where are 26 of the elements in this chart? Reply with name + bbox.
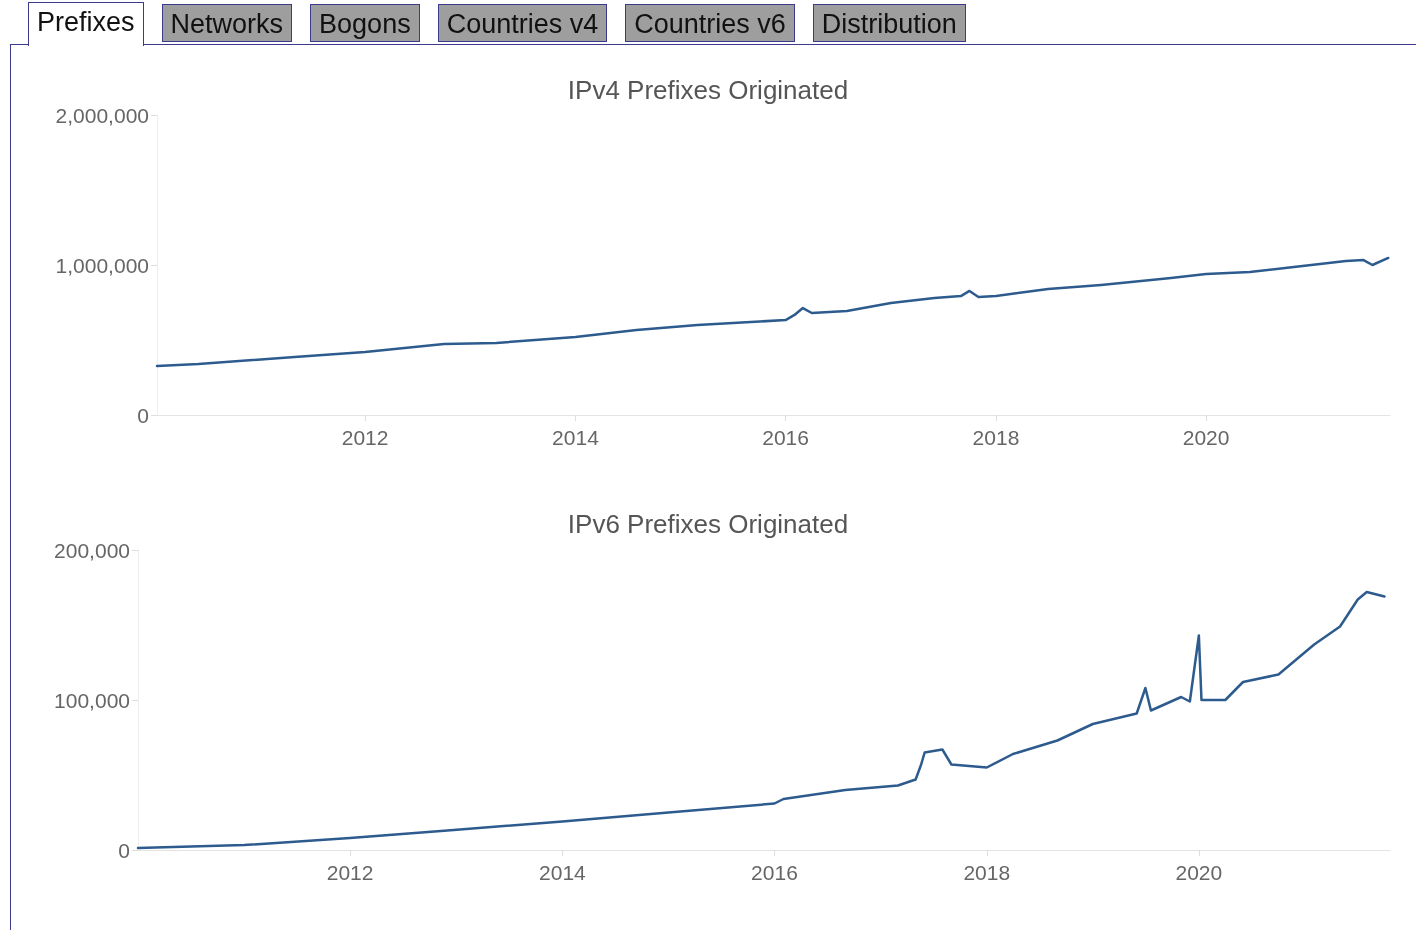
text: Bogons <box>310 4 420 42</box>
text: Networks <box>161 4 293 42</box>
text: Prefixes <box>28 2 144 46</box>
x-tick-label: 2014 <box>539 861 587 884</box>
y-tick-label: 200,000 <box>54 538 130 562</box>
x-tick-label: 2018 <box>963 861 1011 884</box>
y-tick-label: 1,000,000 <box>55 253 149 277</box>
line-series <box>136 590 1386 850</box>
text: Distribution <box>812 4 966 42</box>
x-tick-label: 2014 <box>552 426 600 449</box>
x-tick-label: 2016 <box>762 426 809 449</box>
y-tick-label: 2,000,000 <box>55 103 149 127</box>
y-tick-label: 100,000 <box>54 688 130 712</box>
x-tick-label: 2020 <box>1182 426 1230 449</box>
chart-title: IPv4 Prefixes Originated <box>567 75 849 105</box>
x-tick-label: 2020 <box>1175 861 1223 884</box>
text: Countries v6 <box>625 4 795 42</box>
chart-title: IPv6 Prefixes Originated <box>567 509 849 539</box>
y-tick-label: 0 <box>118 838 130 862</box>
x-tick-label: 2016 <box>751 861 798 884</box>
y-tick-label: 0 <box>137 403 149 427</box>
x-tick-label: 2018 <box>972 426 1020 449</box>
text: Countries v4 <box>437 4 608 42</box>
x-tick-label: 2012 <box>341 426 389 449</box>
line-series <box>155 256 1390 368</box>
x-tick-label: 2012 <box>326 861 374 884</box>
